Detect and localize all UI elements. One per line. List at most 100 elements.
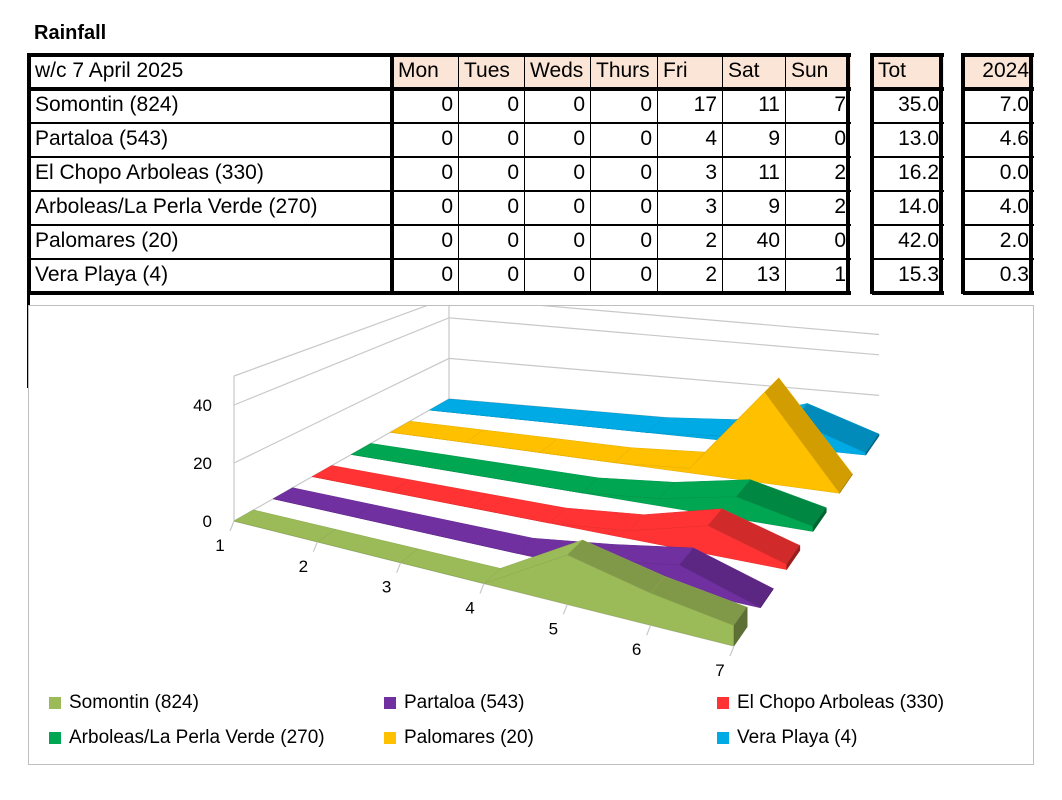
- legend-swatch: [717, 732, 729, 744]
- table-cell: 1: [834, 263, 846, 286]
- table-cell: 40: [756, 229, 780, 252]
- table-gridline: [458, 53, 459, 294]
- table-gridline: [963, 122, 1034, 124]
- legend-item: Partaloa (543): [384, 692, 524, 714]
- table-gridline: [872, 53, 944, 57]
- table-gridline: [872, 87, 944, 91]
- legend-swatch: [49, 732, 61, 744]
- legend-label: El Chopo Arboleas (330): [737, 692, 945, 713]
- table-gridline: [29, 190, 851, 192]
- total-cell: 16.2: [898, 161, 939, 184]
- table-cell: 0: [573, 93, 585, 116]
- legend-swatch: [49, 697, 61, 709]
- table-cell: 3: [705, 161, 717, 184]
- table-cell: 0: [507, 195, 519, 218]
- legend-item: Arboleas/La Perla Verde (270): [49, 727, 325, 749]
- series-end-cap: [786, 544, 801, 571]
- x-tick-label: 1: [215, 536, 224, 555]
- table-cell: 0: [441, 195, 453, 218]
- table-gridline: [29, 122, 851, 124]
- rainfall-3d-area-chart: 0 20 40 1 2 3 4 5 6 7: [193, 296, 880, 680]
- table-cell: 0: [573, 229, 585, 252]
- table-gridline: [963, 156, 1034, 158]
- table-cell: 0: [507, 127, 519, 150]
- header-cell: Mon: [392, 55, 458, 88]
- legend-swatch: [384, 732, 396, 744]
- prev-year-cell: 4.6: [999, 127, 1029, 150]
- series-ribbon: [548, 507, 645, 532]
- x-tick-label: 7: [715, 661, 724, 680]
- row-label: Palomares (20): [35, 229, 179, 252]
- header-cell: Sat: [722, 55, 785, 88]
- header-cell: w/c 7 April 2025: [35, 59, 184, 82]
- table-gridline: [872, 258, 944, 260]
- table-gridline: [963, 53, 1034, 57]
- series-end-cap: [812, 506, 827, 533]
- table-cell: 0: [640, 93, 652, 116]
- table-cell: 0: [507, 263, 519, 286]
- y-tick-label: 0: [203, 512, 212, 531]
- table-cell: 0: [441, 161, 453, 184]
- header-cell: Sun: [785, 55, 851, 88]
- series-end-cap: [839, 474, 853, 494]
- table-gridline: [29, 87, 851, 91]
- table-gridline: [29, 258, 851, 260]
- table-cell: 2: [705, 263, 717, 286]
- x-tick: [729, 645, 735, 657]
- header-cell: Thurs: [590, 55, 657, 88]
- table-cell: 13: [756, 263, 780, 286]
- table-cell: 0: [834, 127, 846, 150]
- table-gridline: [1029, 53, 1033, 294]
- x-tick-label: 5: [549, 619, 558, 638]
- series-ribbon: [311, 465, 411, 493]
- legend-item: Vera Playa (4): [717, 727, 857, 749]
- table-cell: 2: [834, 195, 846, 218]
- table-gridline: [872, 224, 944, 226]
- table-cell: 0: [834, 229, 846, 252]
- table-gridline: [963, 190, 1034, 192]
- chart-area: 0 20 40 1 2 3 4 5 6 7 Somontin (824) Partaloa (543…: [28, 296, 1034, 765]
- table-gridline: [963, 291, 1034, 295]
- legend-label: Somontin (824): [69, 692, 199, 713]
- table-cell: 0: [573, 195, 585, 218]
- series-ribbon: [233, 509, 337, 543]
- table-gridline: [590, 53, 591, 294]
- table-cell: 0: [640, 195, 652, 218]
- series-ribbon: [574, 411, 665, 433]
- x-tick: [646, 624, 652, 636]
- table-cell: 0: [441, 93, 453, 116]
- table-cell: 11: [758, 161, 780, 184]
- row-label: Arboleas/La Perla Verde (270): [35, 195, 318, 218]
- series-ribbon: [539, 438, 632, 464]
- table-gridline: [29, 156, 851, 158]
- table-cell: 0: [507, 229, 519, 252]
- table-gridline: [963, 258, 1034, 260]
- series-ribbon: [353, 504, 454, 536]
- table-cell: 0: [441, 263, 453, 286]
- prev-year-cell: 2.0: [999, 229, 1029, 252]
- total-cell: 42.0: [898, 229, 939, 252]
- table-gridline: [27, 53, 31, 294]
- table-gridline: [657, 53, 658, 294]
- header-cell: 2024: [963, 55, 1034, 88]
- y-tick-label: 20: [193, 454, 212, 473]
- x-tick: [562, 604, 568, 615]
- legend-label: Palomares (20): [404, 727, 534, 748]
- table-gridline: [29, 291, 851, 295]
- table-gridline: [963, 224, 1034, 226]
- series-end-cap: [760, 588, 774, 608]
- legend-label: Arboleas/La Perla Verde (270): [69, 727, 325, 748]
- y-tick-label: 40: [193, 396, 212, 415]
- row-label: Vera Playa (4): [35, 263, 169, 286]
- table-gridline: [870, 53, 874, 294]
- series-ribbon: [390, 479, 489, 508]
- table-cell: 0: [573, 161, 585, 184]
- series-ribbon: [464, 429, 559, 453]
- series-end-cap: [865, 433, 880, 456]
- legend-label: Vera Playa (4): [737, 727, 858, 748]
- table-gridline: [524, 53, 525, 294]
- series-ribbon: [434, 521, 534, 554]
- table-cell: 11: [758, 93, 780, 116]
- table-cell: 0: [640, 127, 652, 150]
- legend-item: Somontin (824): [49, 692, 199, 714]
